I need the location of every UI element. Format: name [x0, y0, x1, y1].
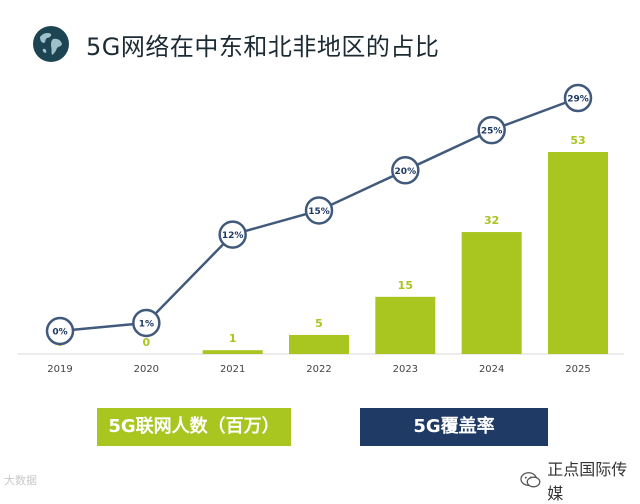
coverage-label-2021: 12%	[222, 231, 244, 241]
coverage-label-2023: 20%	[395, 167, 417, 177]
chart-header: 5G网络在中东和北非地区的占比	[32, 18, 439, 70]
watermark-right-text: 正点国际传媒	[547, 460, 628, 503]
coverage-label-2022: 15%	[308, 207, 330, 217]
bar-value-label-2024: 32	[484, 214, 499, 227]
watermark-left-text: 大数据	[4, 474, 37, 487]
coverage-point-2019	[45, 316, 75, 346]
x-tick-label-2023: 2023	[393, 364, 418, 375]
bar-value-label-2020: 0	[143, 336, 151, 349]
bar-2024	[461, 232, 522, 354]
bar-2022	[289, 334, 349, 354]
watermark-right: 正点国际传媒	[520, 456, 640, 504]
bar-2021	[202, 350, 263, 354]
bar-2025	[548, 152, 608, 354]
x-tick-label-2025: 2025	[565, 364, 590, 375]
x-tick-label-2022: 2022	[306, 364, 331, 375]
legend-bars: 5G联网人数（百万）	[97, 408, 291, 446]
coverage-label-2019: 0%	[52, 328, 67, 338]
x-tick-label-2021: 2021	[220, 364, 245, 375]
chart-title: 5G网络在中东和北非地区的占比	[86, 32, 440, 61]
bar-2023	[375, 296, 436, 354]
coverage-point-2024	[477, 115, 506, 145]
watermark-left: 大数据	[4, 472, 37, 488]
coverage-label-2025: 29%	[567, 95, 589, 105]
bar-value-label-2023: 15	[398, 279, 413, 292]
coverage-point-2025	[563, 83, 593, 113]
bar-value-label-2025: 53	[570, 134, 585, 147]
bar-value-label-2022: 5	[315, 317, 323, 330]
coverage-point-2022	[304, 196, 334, 225]
coverage-label-2020: 1%	[139, 319, 154, 329]
legend-line: 5G覆盖率	[360, 408, 548, 446]
chart-plot: 0015153253 0%1%12%15%20%25%29% 201920202…	[18, 83, 624, 375]
bar-value-label-2021: 1	[229, 332, 237, 345]
x-tick-label-2024: 2024	[479, 364, 504, 375]
coverage-point-2023	[391, 156, 420, 185]
coverage-point-2020	[132, 308, 161, 338]
wechat-icon	[520, 472, 541, 488]
x-tick-label-2019: 2019	[47, 364, 72, 375]
coverage-point-2021	[218, 220, 247, 249]
globe-icon	[33, 26, 69, 62]
coverage-label-2024: 25%	[481, 127, 503, 137]
x-tick-label-2020: 2020	[134, 364, 159, 375]
